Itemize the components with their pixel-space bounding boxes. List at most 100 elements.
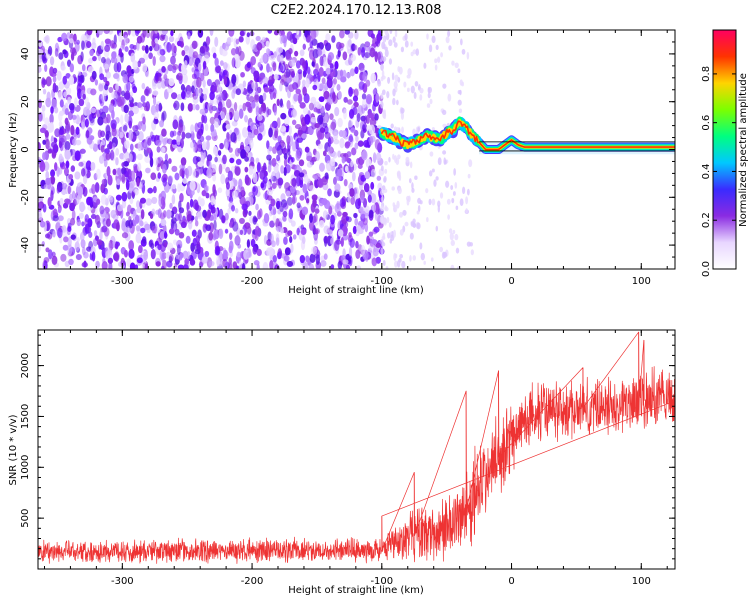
noise-cell	[241, 126, 248, 138]
noise-cell	[221, 49, 228, 57]
sparse-cell	[458, 108, 463, 114]
noise-cell	[57, 215, 64, 222]
sparse-cell	[428, 170, 433, 177]
noise-cell	[361, 47, 366, 58]
noise-cell	[214, 156, 218, 163]
noise-cell	[245, 101, 252, 108]
noise-cell	[333, 139, 340, 145]
noise-cell	[267, 164, 272, 173]
sparse-cell	[431, 198, 436, 206]
noise-cell	[209, 30, 214, 36]
noise-cell	[159, 212, 165, 220]
noise-cell	[231, 120, 238, 127]
noise-cell	[340, 237, 344, 247]
noise-cell	[325, 67, 332, 75]
noise-cell	[98, 155, 105, 164]
noise-cell	[205, 224, 212, 232]
noise-cell	[99, 73, 105, 81]
noise-cell	[125, 211, 130, 217]
noise-cell	[57, 91, 63, 100]
noise-cell	[63, 166, 69, 177]
noise-cell	[50, 169, 56, 178]
noise-cell	[277, 30, 282, 33]
noise-cell	[176, 72, 183, 81]
noise-cell	[343, 96, 348, 103]
noise-cell	[136, 200, 141, 209]
noise-cell	[82, 186, 88, 197]
sparse-cell	[450, 239, 455, 247]
noise-cell	[146, 147, 152, 154]
noise-cell	[322, 56, 328, 67]
noise-cell	[278, 47, 284, 54]
noise-cell	[109, 149, 115, 161]
sparse-cell	[431, 35, 436, 44]
noise-cell	[79, 148, 86, 154]
noise-cell	[339, 152, 347, 159]
noise-cell	[354, 198, 361, 210]
noise-cell	[330, 158, 336, 167]
noise-cell	[344, 30, 351, 35]
sparse-cell	[403, 81, 407, 88]
noise-cell	[265, 40, 270, 48]
noise-cell	[170, 218, 175, 230]
noise-cell	[262, 261, 269, 269]
sparse-cell	[445, 180, 450, 188]
noise-cell	[135, 225, 141, 232]
noise-cell	[218, 92, 224, 102]
noise-cell	[52, 215, 59, 222]
noise-cell	[251, 81, 256, 90]
noise-cell	[179, 192, 184, 203]
sparse-cell	[426, 217, 429, 223]
sparse-cell	[414, 80, 419, 87]
noise-cell	[292, 195, 296, 205]
noise-cell	[279, 82, 283, 92]
noise-cell	[189, 180, 196, 191]
noise-cell	[78, 98, 85, 107]
noise-cell	[258, 95, 264, 105]
noise-cell	[308, 263, 315, 269]
noise-cell	[242, 80, 247, 88]
noise-cell	[295, 149, 301, 161]
noise-cell	[306, 66, 311, 75]
noise-cell	[295, 30, 300, 36]
sparse-cell	[451, 60, 455, 66]
noise-cell	[374, 139, 381, 150]
sparse-cell	[470, 249, 474, 256]
noise-cell	[239, 229, 244, 236]
sparse-cell	[401, 126, 404, 134]
noise-cell	[72, 138, 77, 146]
sparse-cell	[461, 48, 466, 55]
noise-cell	[201, 114, 205, 124]
noise-cell	[364, 41, 371, 48]
noise-cell	[329, 63, 334, 73]
noise-cell	[303, 107, 309, 115]
spectrogram-x-label: Height of straight line (km)	[288, 285, 424, 296]
noise-cell	[63, 236, 69, 243]
noise-cell	[59, 99, 64, 108]
noise-cell	[136, 177, 140, 187]
noise-cell	[346, 99, 353, 105]
noise-cell	[348, 86, 353, 97]
noise-cell	[66, 32, 71, 39]
x-tick-label: 100	[632, 576, 651, 587]
noise-cell	[238, 36, 244, 43]
sparse-cell	[466, 188, 470, 196]
noise-cell	[268, 84, 275, 93]
noise-cell	[99, 108, 104, 116]
sparse-cell	[393, 155, 398, 163]
noise-cell	[332, 151, 338, 159]
noise-cell	[132, 44, 137, 50]
noise-cell	[137, 162, 142, 172]
noise-cell	[45, 170, 50, 181]
noise-cell	[295, 60, 301, 69]
noise-cell	[276, 201, 283, 208]
noise-cell	[248, 210, 252, 216]
noise-cell	[85, 160, 92, 171]
noise-cell	[54, 106, 59, 114]
noise-cell	[283, 158, 288, 167]
noise-cell	[47, 122, 54, 133]
noise-cell	[341, 156, 346, 164]
noise-cell	[100, 56, 106, 64]
noise-cell	[67, 96, 72, 105]
noise-cell	[60, 65, 66, 71]
